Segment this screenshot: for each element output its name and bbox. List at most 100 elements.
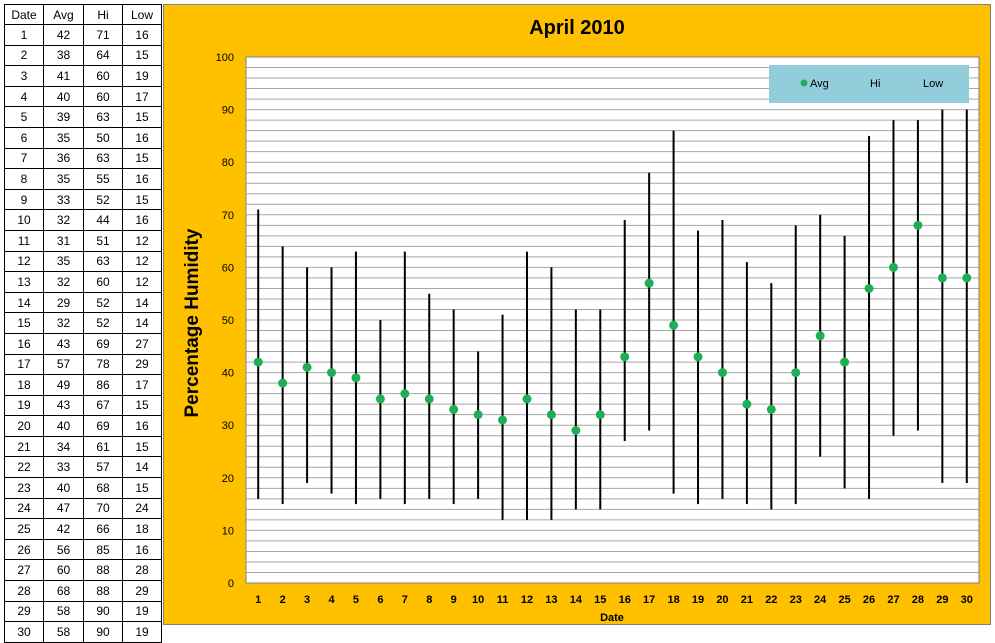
cell-date: 11 — [4, 229, 44, 252]
cell-low: 14 — [122, 312, 162, 334]
x-tick-label: 26 — [863, 594, 875, 606]
cell-avg: 43 — [43, 394, 84, 417]
x-tick-label: 7 — [402, 594, 408, 606]
cell-date: 14 — [4, 291, 44, 314]
x-tick-label: 29 — [936, 594, 948, 606]
table-row: 7 36 63 15 — [4, 147, 162, 170]
cell-hi: 64 — [83, 44, 123, 67]
cell-date: 10 — [4, 209, 44, 231]
table-row: 21 34 61 15 — [4, 435, 162, 458]
table-row: 18 49 86 17 — [4, 374, 162, 396]
table-row: 30 58 90 19 — [4, 621, 162, 643]
avg-markers — [253, 220, 972, 435]
cell-date: 16 — [4, 332, 44, 355]
table-row: 4 40 60 17 — [4, 85, 162, 108]
avg-marker — [327, 368, 337, 378]
y-tick-labels: 0 10 20 30 40 50 60 70 80 90 100 — [216, 52, 234, 590]
cell-hi: 78 — [83, 353, 123, 376]
x-tick-label: 1 — [255, 594, 261, 606]
x-tick-label: 2 — [280, 594, 286, 606]
chart-title: April 2010 — [529, 17, 625, 39]
cell-avg: 40 — [43, 477, 84, 499]
y-tick-label: 70 — [222, 210, 234, 222]
cell-avg: 42 — [43, 24, 84, 46]
x-tick-label: 23 — [790, 594, 802, 606]
cell-hi: 68 — [83, 477, 123, 499]
cell-date: 19 — [4, 394, 44, 417]
cell-low: 27 — [122, 332, 162, 355]
table-row: 8 35 55 16 — [4, 168, 162, 190]
avg-marker — [815, 331, 825, 341]
cell-hi: 55 — [83, 168, 123, 190]
cell-date: 15 — [4, 312, 44, 334]
table-row: 2 38 64 15 — [4, 44, 162, 67]
cell-avg: 57 — [43, 353, 84, 376]
cell-hi: 52 — [83, 291, 123, 314]
header-hi: Hi — [83, 4, 123, 25]
cell-low: 12 — [122, 229, 162, 252]
table-row: 19 43 67 15 — [4, 394, 162, 417]
header-low: Low — [122, 4, 162, 25]
cell-low: 12 — [122, 271, 162, 293]
avg-marker — [840, 357, 850, 367]
x-tick-label: 12 — [521, 594, 533, 606]
cell-low: 16 — [122, 415, 162, 437]
x-tick-label: 8 — [426, 594, 432, 606]
table-row: 26 56 85 16 — [4, 538, 162, 561]
cell-avg: 56 — [43, 538, 84, 561]
cell-avg: 32 — [43, 209, 84, 231]
cell-low: 12 — [122, 250, 162, 273]
x-tick-label: 30 — [961, 594, 973, 606]
cell-low: 19 — [122, 600, 162, 623]
y-tick-label: 100 — [216, 52, 234, 64]
legend-avg-label: Avg — [810, 78, 829, 90]
cell-date: 27 — [4, 559, 44, 582]
cell-avg: 33 — [43, 456, 84, 479]
avg-marker — [717, 368, 727, 378]
table-row: 27 60 88 28 — [4, 559, 162, 582]
cell-hi: 63 — [83, 250, 123, 273]
y-tick-label: 0 — [228, 578, 234, 590]
cell-hi: 63 — [83, 147, 123, 170]
x-tick-label: 14 — [570, 594, 583, 606]
x-tick-label: 15 — [594, 594, 606, 606]
grid-lines — [246, 67, 979, 573]
cell-low: 24 — [122, 497, 162, 520]
table-row: 28 68 88 29 — [4, 580, 162, 602]
cell-low: 16 — [122, 209, 162, 231]
cell-hi: 51 — [83, 229, 123, 252]
x-tick-label: 17 — [643, 594, 655, 606]
x-tick-label: 20 — [716, 594, 728, 606]
cell-avg: 68 — [43, 580, 84, 602]
legend-hi-label: Hi — [870, 78, 880, 90]
cell-low: 15 — [122, 188, 162, 211]
cell-hi: 61 — [83, 435, 123, 458]
avg-marker — [278, 378, 288, 388]
avg-marker — [473, 410, 483, 420]
table-row: 24 47 70 24 — [4, 497, 162, 520]
cell-avg: 43 — [43, 332, 84, 355]
x-tick-label: 3 — [304, 594, 310, 606]
cell-hi: 88 — [83, 580, 123, 602]
x-tick-label: 18 — [667, 594, 679, 606]
table-row: 5 39 63 15 — [4, 106, 162, 128]
cell-date: 6 — [4, 126, 44, 149]
cell-hi: 50 — [83, 126, 123, 149]
cell-avg: 32 — [43, 271, 84, 293]
table-row: 17 57 78 29 — [4, 353, 162, 376]
avg-marker — [351, 373, 361, 383]
cell-low: 15 — [122, 106, 162, 128]
y-axis-label: Percentage Humidity — [182, 228, 203, 417]
cell-date: 2 — [4, 44, 44, 67]
cell-date: 13 — [4, 271, 44, 293]
cell-date: 26 — [4, 538, 44, 561]
x-tick-label: 11 — [497, 594, 509, 606]
avg-marker — [595, 410, 605, 420]
cell-hi: 60 — [83, 65, 123, 87]
avg-marker — [400, 389, 410, 399]
header-date: Date — [4, 4, 44, 25]
table-row: 20 40 69 16 — [4, 415, 162, 437]
cell-date: 5 — [4, 106, 44, 128]
x-tick-label: 25 — [838, 594, 850, 606]
humidity-chart: April 2010 Percentage Humidity Date 0 10 2… — [182, 17, 980, 624]
